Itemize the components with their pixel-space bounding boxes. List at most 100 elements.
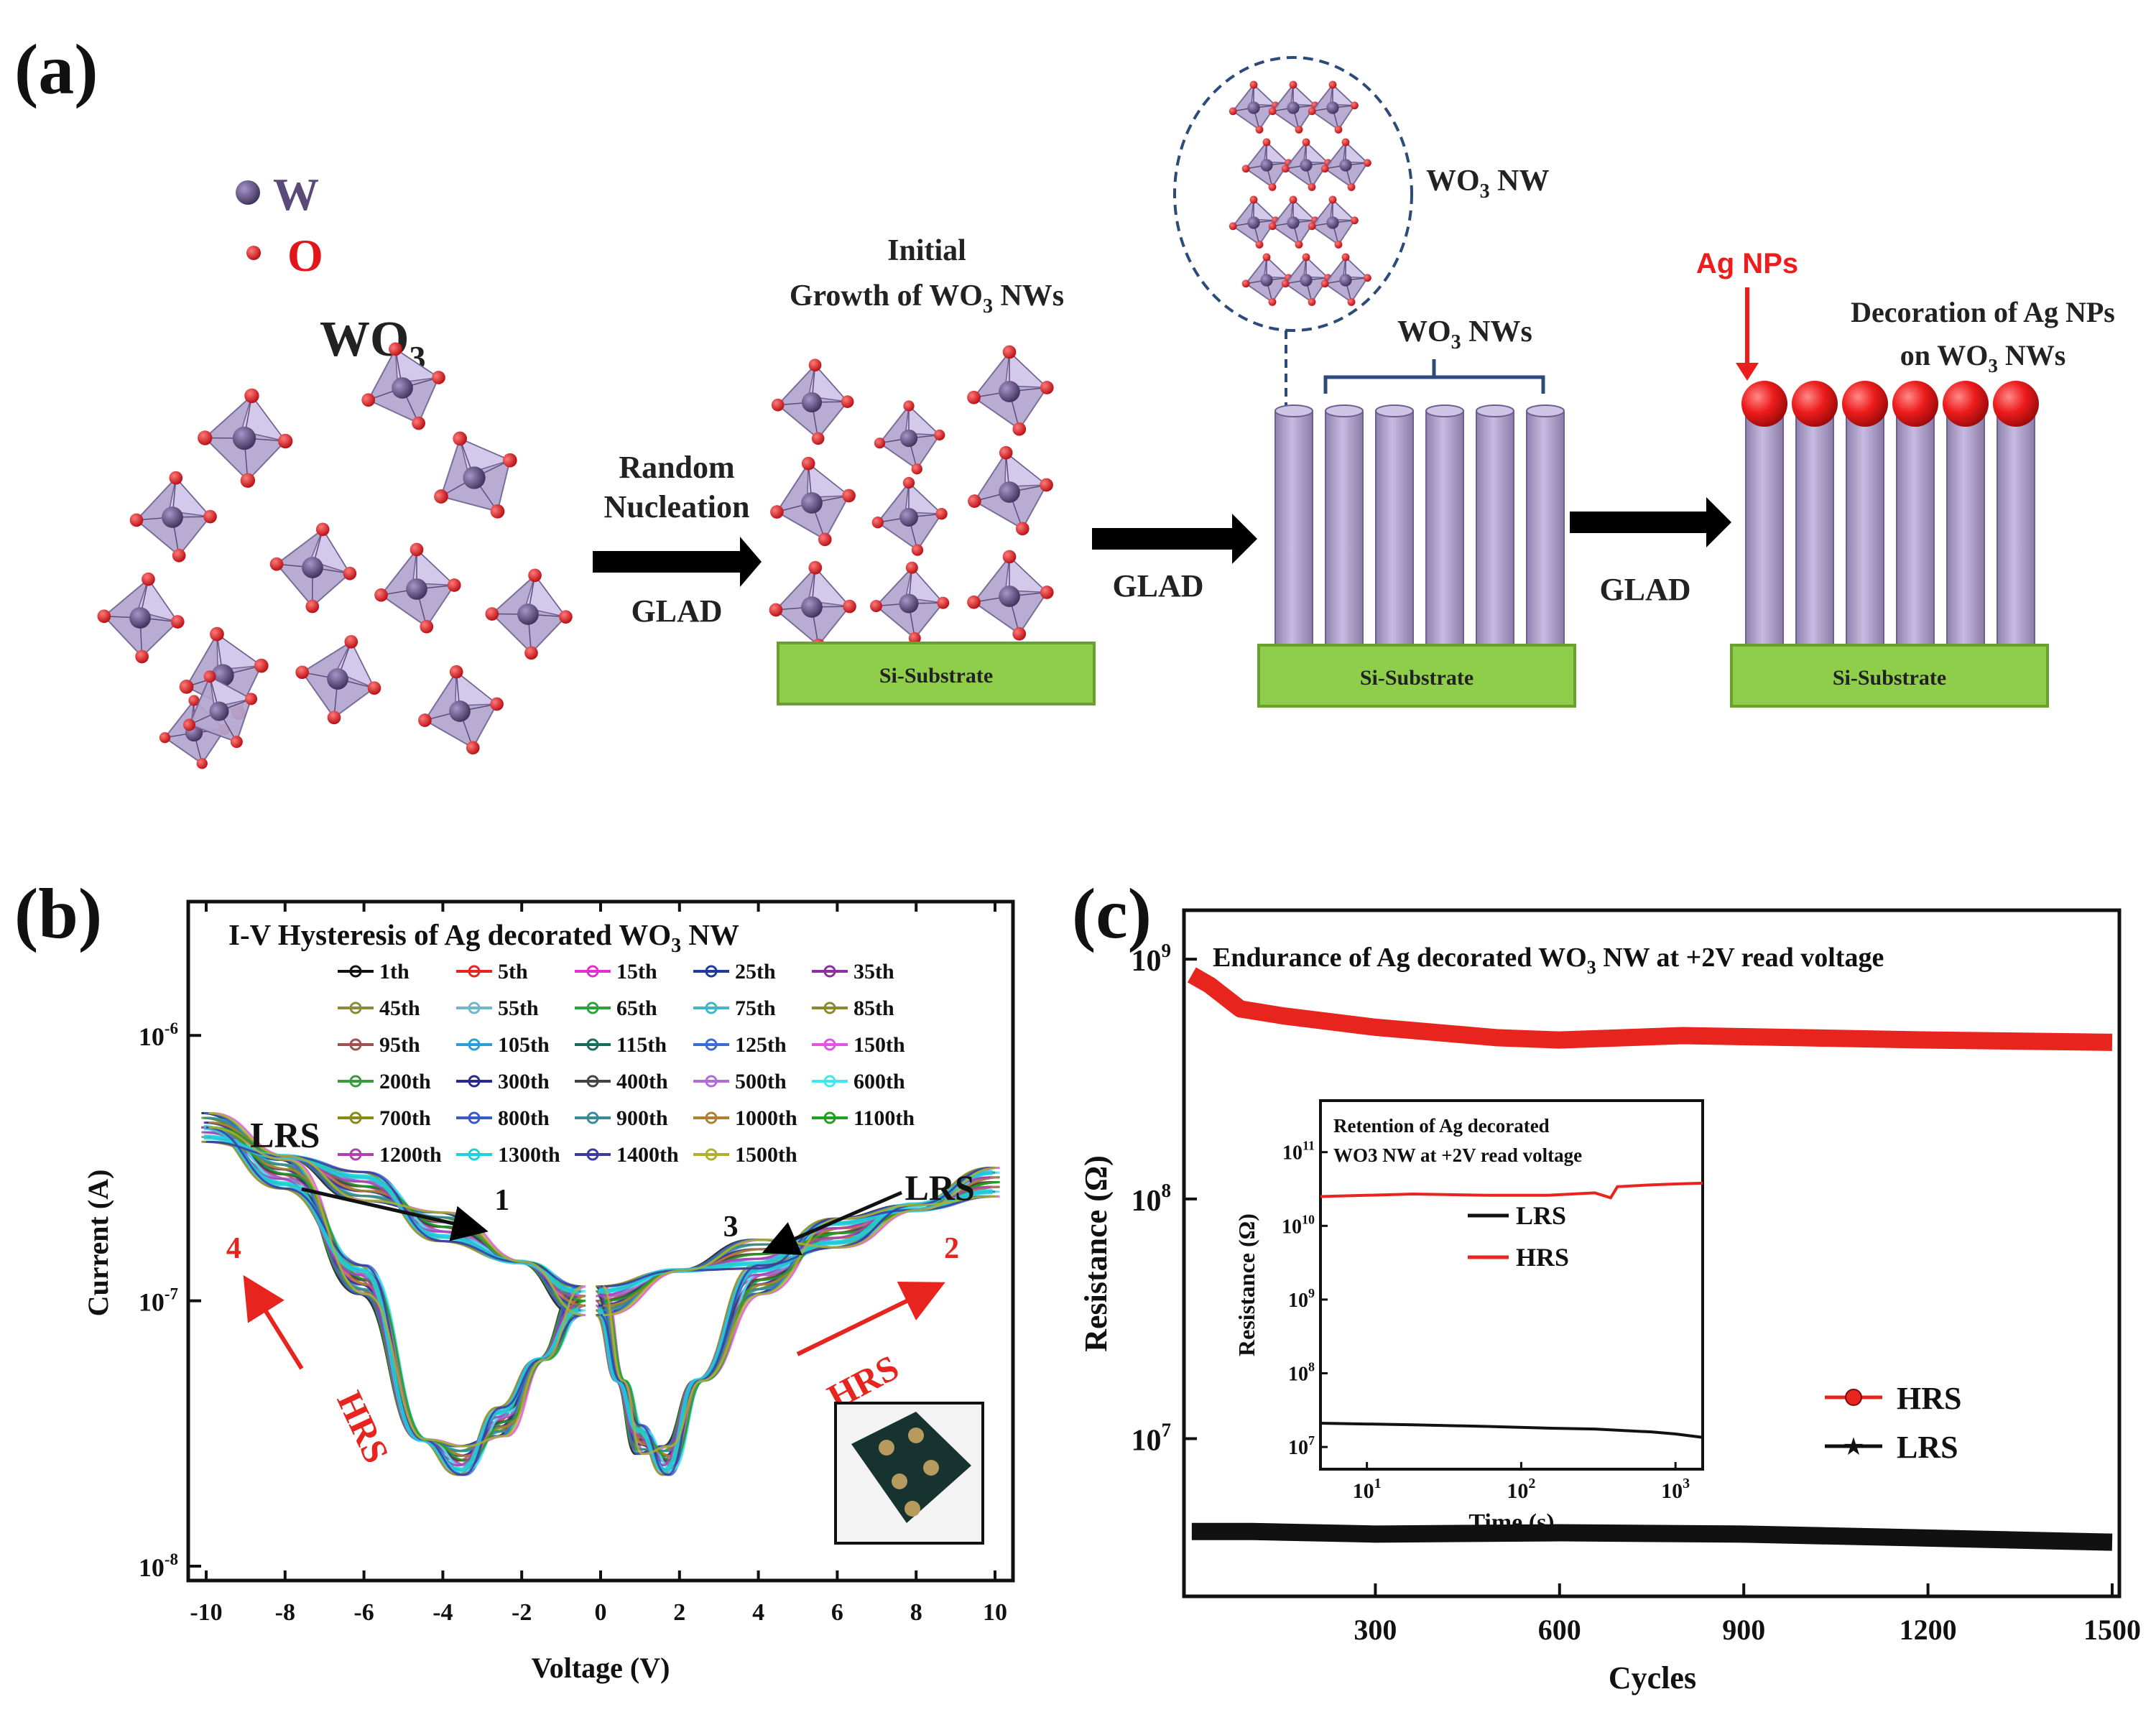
hrs-arrow-4-icon	[243, 1274, 304, 1370]
substrate-2-label: Si-Substrate	[1360, 666, 1473, 690]
o-atom	[230, 736, 243, 749]
o-atom	[911, 463, 922, 475]
nanowire	[1274, 410, 1313, 646]
legend-label: 55th	[498, 996, 539, 1020]
x-tick-label: 4	[752, 1599, 764, 1626]
lrs-arrow-1-icon	[301, 1187, 489, 1241]
legend-marker-icon	[705, 1038, 718, 1051]
legend-marker-icon	[468, 1148, 481, 1161]
o-atom	[935, 508, 948, 520]
arrow-head-3-icon	[1706, 497, 1731, 547]
wo6-octahedron	[870, 561, 950, 644]
legend-marker-icon	[586, 1001, 599, 1014]
w-atom	[517, 603, 539, 625]
inset-y-tick-label: 1010	[1282, 1212, 1315, 1238]
x-tick-label: 8	[910, 1599, 922, 1626]
o-atom	[453, 431, 468, 446]
iv-annotation: 3	[723, 1211, 739, 1244]
o-atom	[361, 393, 376, 407]
o-atom	[170, 615, 185, 629]
plot-c-curves	[1187, 967, 2113, 1551]
o-atom	[374, 588, 388, 602]
plot-c-ylabel: Resistance (Ω)	[1078, 1155, 1114, 1352]
ag-nanoparticle	[1792, 381, 1838, 427]
o-atom	[254, 658, 269, 673]
o-atom	[1255, 240, 1264, 249]
substrate-1-label: Si-Substrate	[879, 664, 993, 688]
o-atom	[269, 557, 284, 571]
substrate-3	[1730, 644, 2049, 708]
o-atom	[843, 599, 856, 614]
o-atom	[770, 505, 784, 519]
legend-marker-icon	[349, 1111, 362, 1124]
w-atom	[129, 607, 151, 629]
o-atom	[159, 732, 171, 744]
o-atom	[1268, 297, 1277, 306]
o-atom	[240, 473, 256, 488]
legend-marker-icon	[586, 1075, 599, 1088]
ag-nanoparticle	[1993, 381, 2039, 427]
legend-marker-icon	[586, 1111, 599, 1124]
stage2-title-line2: Growth of WO3 NWs	[790, 279, 1064, 318]
plot-c-title: Endurance of Ag decorated WO3 NW at +2V …	[1213, 943, 1884, 978]
substrate-2	[1257, 644, 1576, 708]
w-atom	[1287, 216, 1300, 229]
o-atom	[524, 646, 538, 660]
legend-label: 75th	[735, 996, 776, 1020]
o-atom	[1249, 80, 1258, 89]
inset-y-tick-label: 107	[1288, 1433, 1315, 1459]
o-atom	[1241, 279, 1250, 288]
o-atom	[1040, 478, 1053, 492]
iv-curve	[602, 1195, 998, 1456]
o-atom	[1012, 626, 1027, 641]
device-chip-image	[851, 1412, 971, 1523]
o-atom	[801, 456, 815, 471]
legend-label: 45th	[379, 996, 420, 1020]
o-atom	[449, 665, 463, 679]
w-atom	[1300, 274, 1313, 287]
legend-w-label: W	[273, 169, 319, 220]
o-atom	[842, 489, 856, 503]
w-atom	[302, 557, 323, 578]
legend-label: 95th	[379, 1033, 420, 1057]
nanowire-array-1	[1274, 404, 1565, 646]
nanowire	[1745, 410, 1784, 646]
x-tick-label: -4	[432, 1599, 453, 1626]
o-atom	[1302, 253, 1310, 262]
legend-label: 15th	[616, 960, 657, 984]
o-atom	[1363, 159, 1371, 167]
x-tick-label: 10	[983, 1599, 1007, 1626]
o-atom	[1289, 80, 1297, 89]
o-atom	[1308, 182, 1316, 191]
octahedron-face	[904, 481, 943, 515]
legend-label: 85th	[853, 996, 894, 1020]
legend-marker-icon	[349, 1148, 362, 1161]
x-tick-label: 6	[831, 1599, 843, 1626]
legend-marker-icon	[468, 1038, 481, 1051]
w-atom	[449, 700, 471, 722]
nanowire-array-2	[1741, 381, 2039, 646]
o-atom	[389, 342, 402, 356]
octahedron-face	[1342, 256, 1369, 279]
w-atom	[327, 668, 348, 690]
nanowire-top	[1325, 404, 1364, 417]
substrate-1	[777, 642, 1096, 705]
nw-lattice-octahedra	[1229, 80, 1371, 306]
x-tick-label: 300	[1354, 1614, 1397, 1646]
w-atom	[1339, 159, 1352, 172]
legend-label: 400th	[616, 1070, 668, 1093]
o-atom	[295, 665, 310, 680]
w-atom	[1247, 216, 1260, 229]
w-atom	[899, 429, 918, 448]
w-atom	[999, 481, 1020, 503]
w-atom-legend-icon	[236, 180, 260, 205]
plot-b-legend: 1th 5th 15th 25th 35th 45th 55th 65th 75th 85th 95…	[338, 960, 915, 1167]
w-atom	[801, 492, 823, 514]
legend-marker-icon	[823, 1075, 836, 1088]
panel-a-label: (a)	[14, 29, 98, 109]
x-tick-label: 600	[1538, 1614, 1581, 1646]
o-atom	[1012, 422, 1027, 436]
w-atom	[1260, 274, 1273, 287]
plot-b-ticks: -10 -8 -6 -4 -2 0 2 4 6 8 10 10-8 10-7 10-6	[139, 902, 1007, 1626]
